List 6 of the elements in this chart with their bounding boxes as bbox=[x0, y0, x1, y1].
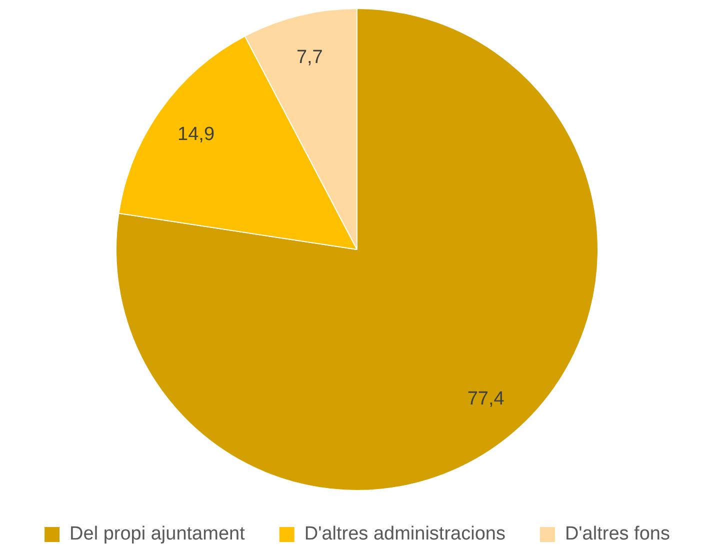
data-label: 7,7 bbox=[296, 46, 323, 68]
data-label: 77,4 bbox=[467, 388, 505, 410]
legend-label: D'altres fons bbox=[564, 524, 670, 545]
data-label: 14,9 bbox=[178, 124, 215, 146]
legend-label: D'altres administracions bbox=[304, 524, 506, 545]
legend-label: Del propi ajuntament bbox=[70, 524, 246, 545]
